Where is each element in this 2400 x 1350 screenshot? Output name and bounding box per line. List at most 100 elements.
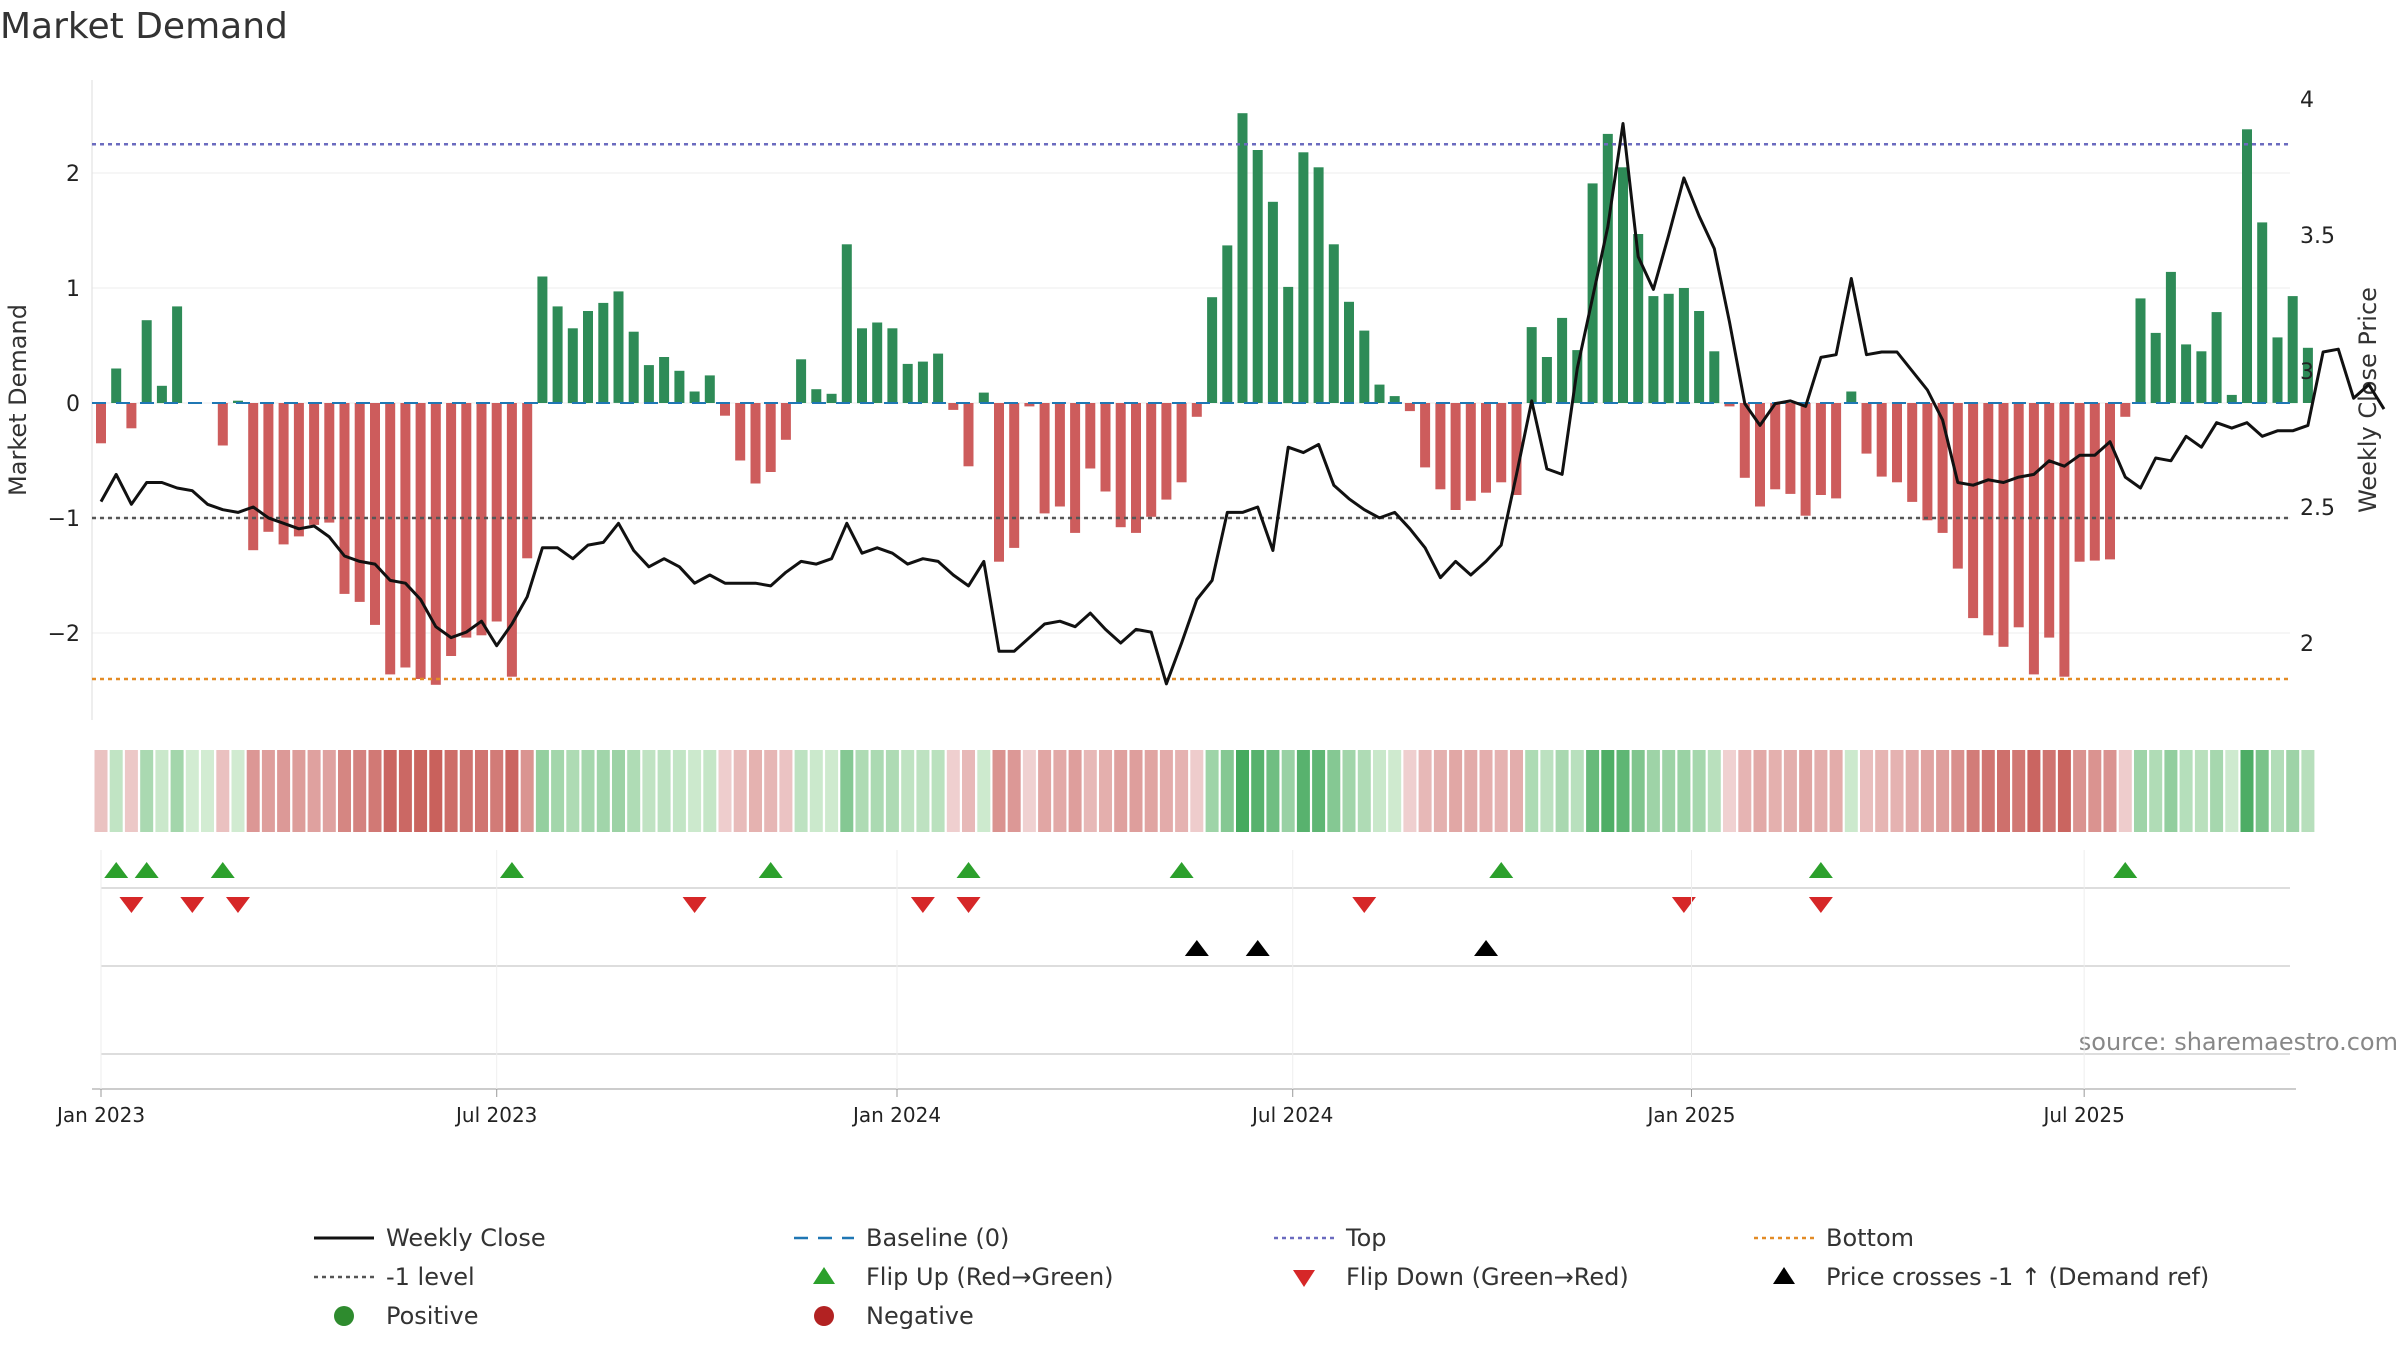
heat-cell xyxy=(672,750,686,832)
negative-bar xyxy=(263,403,274,532)
heat-cell xyxy=(1616,750,1630,832)
heat-cell xyxy=(2149,750,2163,832)
heat-cell xyxy=(2073,750,2087,832)
reference-lines xyxy=(92,143,2290,681)
positive-bar xyxy=(872,322,883,403)
negative-bar xyxy=(491,403,502,622)
heat-cell xyxy=(1768,750,1782,832)
heat-cell xyxy=(1707,750,1721,832)
heat-cell xyxy=(1236,750,1249,832)
heat-cell xyxy=(505,750,519,832)
negative-bar xyxy=(278,403,289,545)
positive-bar xyxy=(1359,330,1370,404)
legend-label: Positive xyxy=(386,1302,479,1330)
negative-bar xyxy=(765,403,776,472)
heat-cell xyxy=(414,750,428,832)
legend-swatch xyxy=(814,1306,834,1326)
heat-cell xyxy=(1981,750,1995,832)
legend: Weekly Close Baseline (0) Top Bottom -1 leve… xyxy=(314,1224,2209,1330)
heat-cell xyxy=(2118,750,2132,832)
heat-cell xyxy=(368,750,382,832)
positive-bar xyxy=(2211,312,2222,403)
negative-bar xyxy=(1054,403,1065,507)
negative-bar xyxy=(1115,403,1126,528)
negative-bar xyxy=(354,403,365,602)
flip-up-marker xyxy=(104,862,129,878)
heat-cell xyxy=(459,750,473,832)
negative-bar xyxy=(370,403,380,625)
positive-bar xyxy=(1283,286,1294,404)
heat-cell xyxy=(596,750,610,832)
positive-bar xyxy=(1313,167,1324,403)
heat-cell xyxy=(688,750,702,832)
heat-cell xyxy=(1646,750,1660,832)
positive-bar xyxy=(156,385,167,404)
heat-cell xyxy=(1586,750,1600,832)
heat-cell xyxy=(490,750,504,832)
negative-bar xyxy=(1191,403,1202,417)
price-cross-marker xyxy=(1184,940,1209,956)
positive-bar xyxy=(567,328,578,404)
heat-cell xyxy=(2225,750,2239,832)
flip-up-marker xyxy=(1808,862,1833,878)
negative-bar xyxy=(750,403,761,484)
heat-cell xyxy=(1555,750,1569,832)
heat-cell xyxy=(1433,750,1447,832)
negative-bar xyxy=(309,403,320,525)
negative-bar xyxy=(1070,403,1081,533)
positive-bar xyxy=(2302,347,2313,403)
heat-cell xyxy=(1144,750,1158,832)
negative-bar xyxy=(1724,403,1735,407)
heat-cell xyxy=(916,750,930,832)
positive-bar xyxy=(2226,394,2237,403)
heat-cell xyxy=(1631,750,1645,832)
heat-cell xyxy=(1205,750,1219,832)
negative-bar xyxy=(1922,403,1933,521)
positive-bar xyxy=(537,276,548,403)
negative-bar xyxy=(1420,403,1431,468)
positive-bar xyxy=(1618,167,1628,403)
heat-cell xyxy=(794,750,808,832)
legend-label: Top xyxy=(1345,1224,1387,1252)
positive-bar xyxy=(1298,152,1309,403)
negative-bar xyxy=(248,403,259,551)
negative-bar xyxy=(415,403,426,679)
negative-bar xyxy=(1100,403,1111,492)
negative-bar xyxy=(2013,403,2024,628)
positive-bar xyxy=(2165,271,2176,403)
negative-bar xyxy=(1800,403,1811,516)
positive-bar xyxy=(2150,332,2161,403)
heat-cell xyxy=(1038,750,1052,832)
chart-title: Market Demand xyxy=(0,6,288,47)
price-cross-markers xyxy=(101,940,2290,1055)
y-tick-right: 3.5 xyxy=(2300,224,2335,249)
heat-cell xyxy=(1342,750,1356,832)
heat-cell xyxy=(1190,750,1204,832)
negative-bar xyxy=(1785,403,1796,494)
legend-swatch xyxy=(1773,1267,1795,1284)
flip-up-marker xyxy=(1489,862,1514,878)
heat-cell xyxy=(642,750,656,832)
negative-bar xyxy=(2059,403,2070,677)
heat-cell xyxy=(94,750,108,832)
price-cross-marker xyxy=(1474,940,1499,956)
heat-cell xyxy=(2286,750,2300,832)
negative-bar xyxy=(1861,403,1872,454)
heat-cell xyxy=(1220,750,1234,832)
heat-cell xyxy=(124,750,138,832)
flip-up-marker xyxy=(2113,862,2138,878)
heat-cell xyxy=(855,750,869,832)
heat-cell xyxy=(1860,750,1873,832)
positive-bar xyxy=(902,363,913,403)
negative-bar xyxy=(1161,403,1172,500)
heat-cell xyxy=(2210,750,2224,832)
heat-cell xyxy=(733,750,747,832)
heat-cell xyxy=(1403,750,1417,832)
heat-cell xyxy=(566,750,580,832)
positive-bar xyxy=(857,328,867,404)
heat-cell xyxy=(1479,750,1493,832)
positive-bar xyxy=(1252,150,1263,403)
negative-bar xyxy=(994,403,1004,562)
heat-cell xyxy=(1662,750,1676,832)
heat-cell xyxy=(1890,750,1904,832)
